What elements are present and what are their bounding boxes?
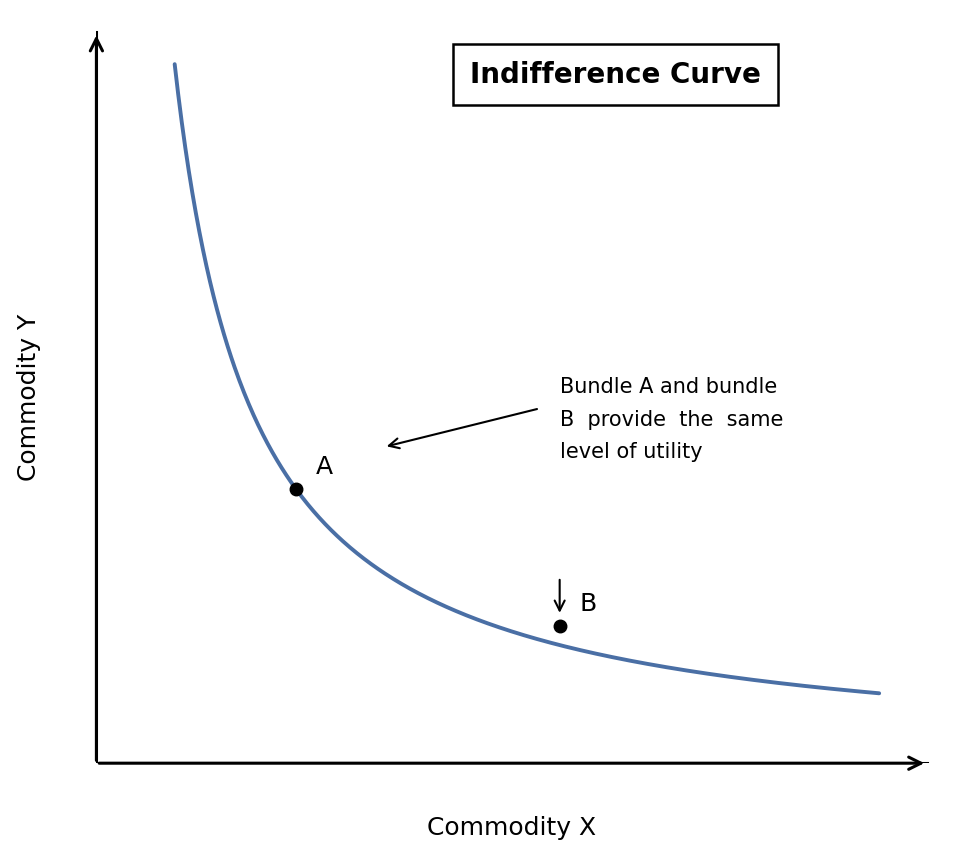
Text: Indifference Curve: Indifference Curve: [470, 60, 761, 89]
Text: Commodity X: Commodity X: [427, 816, 597, 840]
Text: A: A: [316, 455, 334, 478]
Text: Commodity Y: Commodity Y: [16, 315, 40, 482]
Text: Bundle A and bundle
B  provide  the  same
level of utility: Bundle A and bundle B provide the same l…: [560, 377, 783, 462]
Text: B: B: [579, 592, 597, 616]
